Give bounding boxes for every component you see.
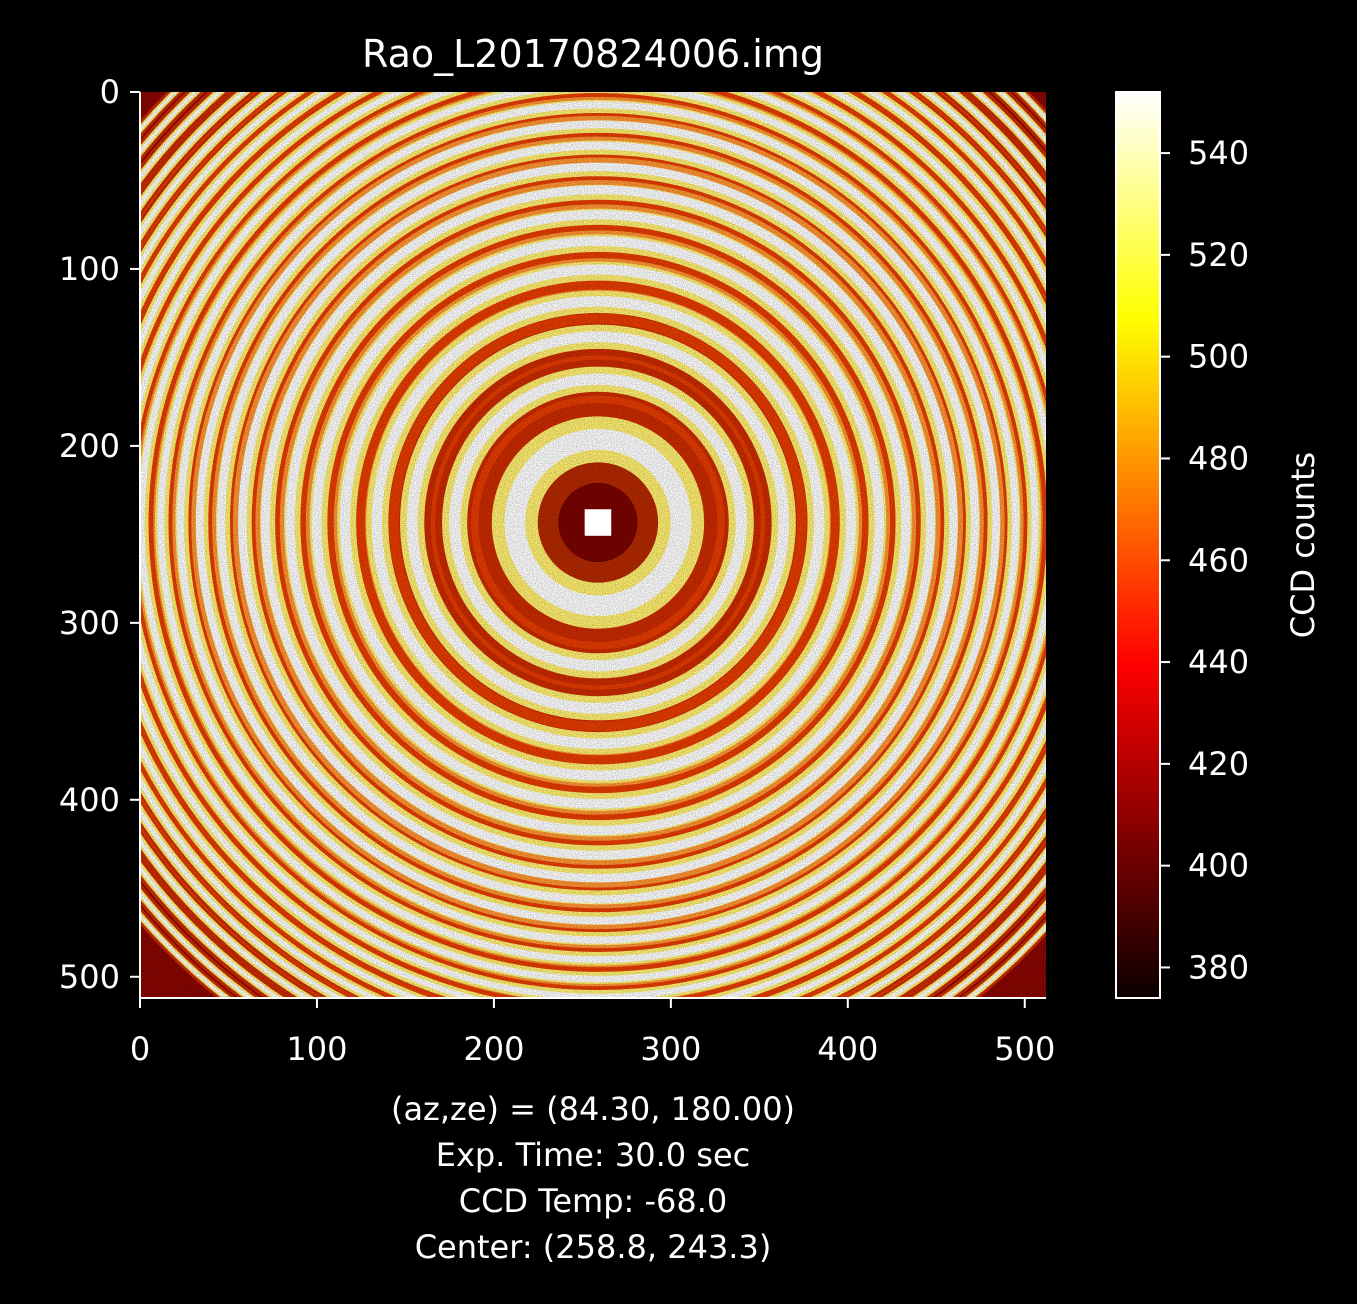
chart-title: Rao_L20170824006.img [362,32,824,76]
colorbar: 380 400 420 440 460 480 500 520 540 CCD counts [1115,91,1322,999]
colorbar-tick-label: 380 [1188,948,1249,986]
colorbar-frame [1115,91,1161,999]
y-tick-label: 300 [59,604,120,642]
center-marker [584,509,612,536]
colorbar-tick-label: 520 [1188,236,1249,274]
colorbar-tick-label: 500 [1188,338,1249,376]
colorbar-label: CCD counts [1284,452,1322,638]
annotation-line: (az,ze) = (84.30, 180.00) [391,1090,795,1128]
annotation-line: CCD Temp: -68.0 [459,1182,728,1220]
y-tick-label: 100 [59,250,120,288]
x-ticks: 0 100 200 300 400 500 [130,998,1055,1068]
colorbar-tick-label: 420 [1188,745,1249,783]
annotation-block: (az,ze) = (84.30, 180.00) Exp. Time: 30.0… [391,1090,795,1266]
y-tick-label: 0 [100,73,120,111]
colorbar-tick-label: 400 [1188,847,1249,885]
x-tick-label: 200 [463,1030,524,1068]
y-tick-label: 500 [59,958,120,996]
colorbar-tick-label: 440 [1188,643,1249,681]
image-noise [140,92,1046,998]
y-ticks: 0 100 200 300 400 500 [59,73,140,996]
colorbar-tick-label: 480 [1188,439,1249,477]
plot-area [140,92,1046,998]
colorbar-tick-label: 540 [1188,134,1249,172]
colorbar-gradient [1116,92,1160,998]
image-axes: 0 100 200 300 400 500 0 100 200 300 400 500 [59,73,1055,1068]
annotation-line: Center: (258.8, 243.3) [415,1228,772,1266]
x-tick-label: 500 [994,1030,1055,1068]
colorbar-ticks: 380 400 420 440 460 480 500 520 540 [1160,134,1249,986]
annotation-line: Exp. Time: 30.0 sec [436,1136,750,1174]
x-tick-label: 100 [286,1030,347,1068]
x-tick-label: 300 [640,1030,701,1068]
x-tick-label: 400 [817,1030,878,1068]
y-tick-label: 200 [59,427,120,465]
x-tick-label: 0 [130,1030,150,1068]
colorbar-tick-label: 460 [1188,541,1249,579]
y-tick-label: 400 [59,781,120,819]
